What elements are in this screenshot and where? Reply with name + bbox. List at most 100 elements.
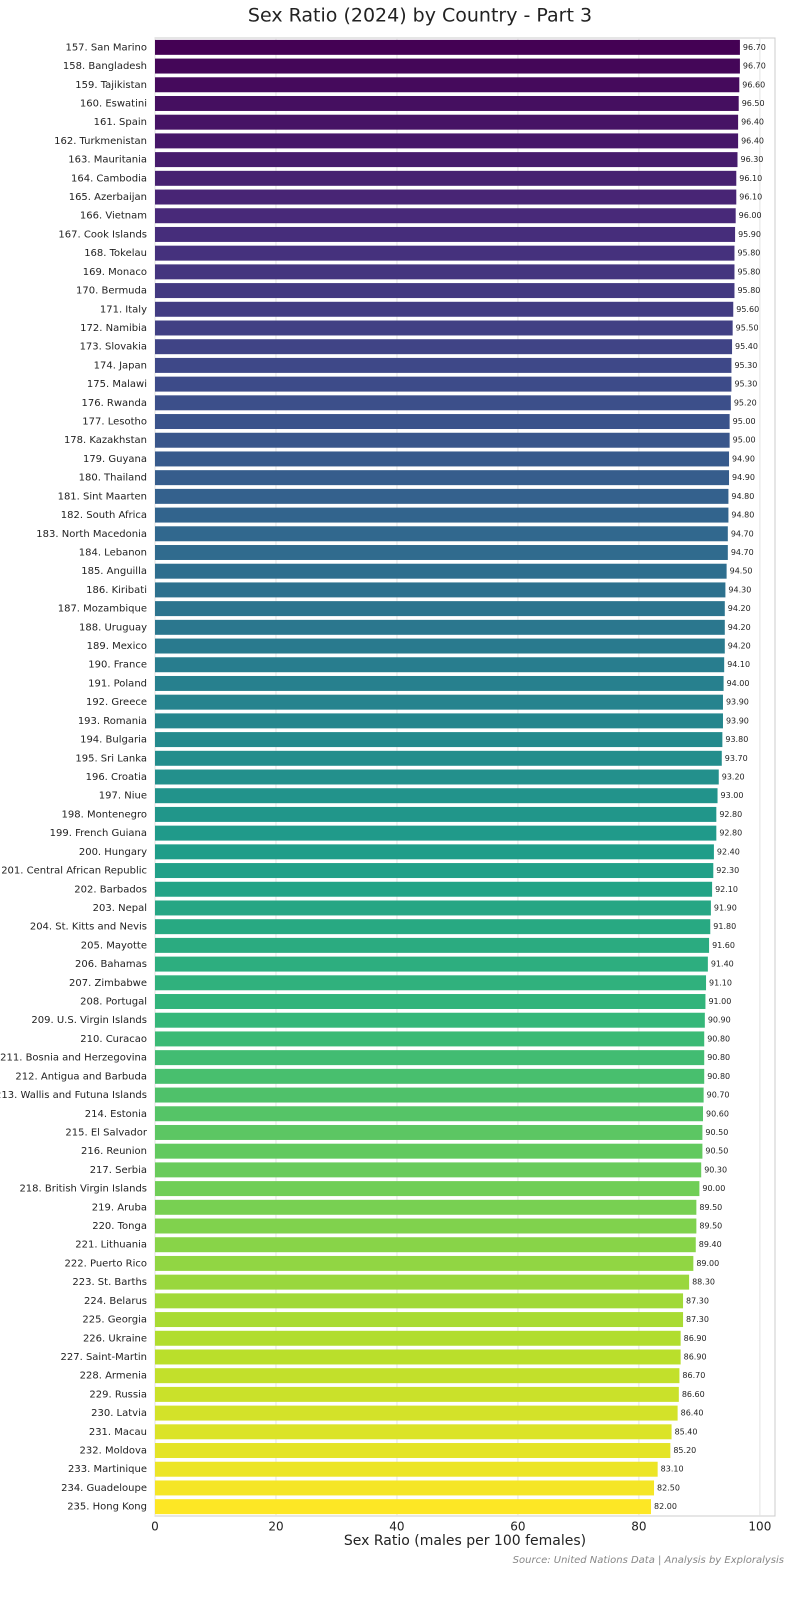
y-tick-label: 222. Puerto Rico (65, 1258, 147, 1269)
value-label: 96.10 (739, 174, 762, 183)
bar (155, 395, 731, 411)
value-label: 92.10 (715, 885, 738, 894)
y-tick-label: 214. Estonia (85, 1109, 147, 1120)
bar (155, 657, 725, 673)
y-tick-label: 200. Hungary (79, 847, 147, 858)
y-tick-label: 191. Poland (88, 678, 147, 689)
y-tick-label: 176. Rwanda (81, 398, 147, 409)
y-tick-label: 175. Malawi (87, 379, 147, 390)
y-tick-label: 205. Mayotte (81, 940, 147, 951)
y-tick-label: 201. Central African Republic (1, 866, 147, 877)
value-label: 96.70 (743, 62, 766, 71)
bar (155, 1050, 705, 1066)
bar (155, 1330, 681, 1346)
bar (155, 863, 714, 879)
bar (155, 713, 723, 729)
x-tick-label: 80 (631, 1520, 646, 1534)
y-tick-label: 207. Zimbabwe (69, 978, 147, 989)
bar (155, 526, 728, 542)
bar (155, 1181, 700, 1197)
x-tick-label: 100 (748, 1520, 771, 1534)
bar (155, 1012, 705, 1028)
y-tick-label: 197. Niue (99, 791, 147, 802)
value-label: 94.70 (731, 548, 754, 557)
y-tick-label: 217. Serbia (90, 1165, 147, 1176)
y-tick-label: 209. U.S. Virgin Islands (31, 1015, 147, 1026)
value-label: 94.30 (728, 585, 751, 594)
bar (155, 732, 723, 748)
value-label: 96.30 (740, 155, 763, 164)
value-label: 91.00 (708, 997, 731, 1006)
x-tick-label: 60 (510, 1520, 525, 1534)
y-tick-label: 196. Croatia (86, 772, 147, 783)
bar (155, 1124, 703, 1140)
bar (155, 619, 725, 635)
y-tick-label: 195. Sri Lanka (75, 753, 147, 764)
value-label: 94.70 (731, 529, 754, 538)
bar (155, 58, 740, 74)
x-tick-label: 0 (151, 1520, 159, 1534)
y-tick-label: 220. Tonga (92, 1221, 147, 1232)
bar (155, 1199, 697, 1215)
value-label: 94.80 (731, 511, 754, 520)
value-label: 94.00 (727, 679, 750, 688)
y-tick-label: 213. Wallis and Futuna Islands (0, 1090, 147, 1101)
bar (155, 582, 726, 598)
bar (155, 1349, 681, 1365)
y-tick-label: 210. Curacao (80, 1034, 147, 1045)
value-label: 96.60 (742, 80, 765, 89)
bar (155, 283, 735, 299)
bar (155, 114, 739, 130)
y-tick-label: 206. Bahamas (75, 959, 147, 970)
value-label: 90.30 (704, 1165, 727, 1174)
y-tick-label: 165. Azerbaijan (69, 192, 147, 203)
bar (155, 919, 711, 935)
value-label: 89.00 (696, 1259, 719, 1268)
value-label: 90.50 (705, 1147, 728, 1156)
value-label: 92.40 (717, 847, 740, 856)
value-label: 95.00 (733, 436, 756, 445)
value-label: 93.70 (725, 754, 748, 763)
y-tick-label: 179. Guyana (83, 454, 147, 465)
bar (155, 1068, 705, 1084)
bar (155, 245, 735, 261)
bar (155, 1293, 684, 1309)
value-label: 90.80 (707, 1053, 730, 1062)
y-tick-label: 177. Lesotho (82, 417, 147, 428)
y-tick-label: 185. Anguilla (81, 566, 147, 577)
bar (155, 1106, 704, 1122)
value-label: 95.80 (737, 286, 760, 295)
y-tick-label: 231. Macau (89, 1427, 147, 1438)
y-tick-label: 174. Japan (94, 360, 147, 371)
bar (155, 339, 733, 355)
value-label: 91.10 (709, 978, 732, 987)
y-tick-label: 219. Aruba (92, 1202, 147, 1213)
value-label: 85.20 (673, 1446, 696, 1455)
value-label: 91.60 (712, 941, 735, 950)
value-label: 87.30 (686, 1315, 709, 1324)
bar (155, 994, 706, 1009)
bar (155, 900, 711, 916)
bar (155, 825, 717, 841)
value-label: 95.00 (733, 417, 756, 426)
bar (155, 750, 722, 766)
value-label: 91.80 (713, 922, 736, 931)
y-tick-label: 178. Kazakhstan (64, 435, 147, 446)
value-label: 92.80 (719, 829, 742, 838)
y-tick-label: 186. Kiribati (86, 585, 147, 596)
y-tick-label: 202. Barbados (74, 884, 147, 895)
bar (155, 488, 729, 504)
y-tick-label: 168. Tokelau (84, 248, 147, 259)
bar (155, 133, 739, 149)
bar (155, 1218, 697, 1234)
bar (155, 170, 737, 186)
bar (155, 844, 714, 860)
y-tick-label: 183. North Macedonia (36, 529, 147, 540)
value-label: 92.30 (716, 866, 739, 875)
value-label: 94.80 (731, 492, 754, 501)
value-label: 95.90 (738, 230, 761, 239)
value-label: 95.60 (736, 305, 759, 314)
bar (155, 152, 738, 168)
y-tick-label: 161. Spain (94, 117, 147, 128)
value-label: 94.10 (727, 660, 750, 669)
